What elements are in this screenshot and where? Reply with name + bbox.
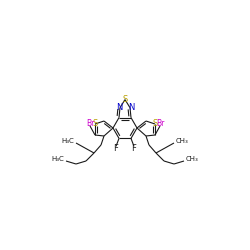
Text: H₃C: H₃C [61,138,74,144]
Text: CH₃: CH₃ [176,138,189,144]
Text: F: F [114,144,118,153]
Text: F: F [132,144,136,153]
Text: S: S [152,120,158,128]
Text: S: S [92,120,98,128]
Text: CH₃: CH₃ [186,156,199,162]
Text: H₃C: H₃C [51,156,64,162]
Text: N: N [116,103,122,112]
Text: N: N [128,103,134,112]
Text: S: S [122,95,128,104]
Text: Br: Br [156,118,164,128]
Text: Br: Br [86,118,94,128]
